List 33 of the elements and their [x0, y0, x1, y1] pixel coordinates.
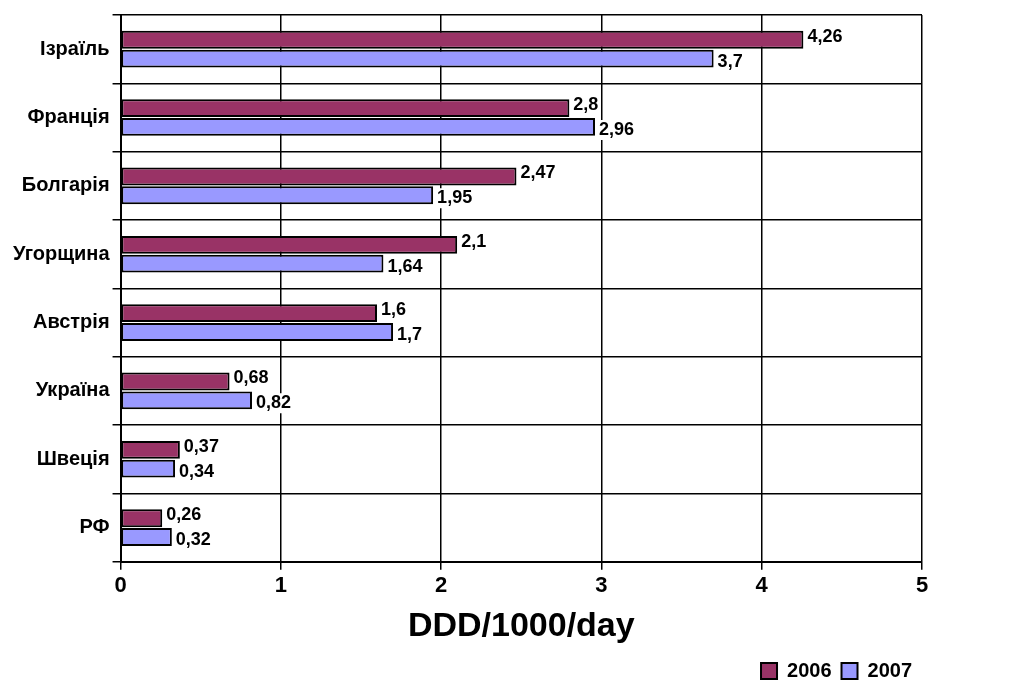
- y-tick-label: Болгарія: [21, 173, 110, 196]
- data-label: 1,95: [437, 187, 473, 208]
- x-tick-label: 3: [595, 572, 608, 598]
- data-label: 1,6: [381, 299, 407, 320]
- y-tick-label: РФ: [79, 515, 110, 538]
- data-label: 3,7: [717, 50, 743, 71]
- data-label: 0,34: [179, 460, 215, 481]
- x-tick-label: 5: [915, 572, 929, 598]
- y-tick-label: Австрія: [32, 310, 110, 333]
- data-label: 1,7: [397, 323, 423, 344]
- data-label: 4,26: [807, 25, 843, 46]
- legend-label: 2007: [867, 658, 913, 681]
- y-tick-label: Україна: [35, 378, 111, 401]
- y-tick-label: Швеція: [36, 446, 110, 469]
- data-label: 0,37: [183, 435, 219, 456]
- y-tick-label: Франція: [27, 105, 110, 128]
- data-label: 0,68: [233, 367, 269, 388]
- data-label: 0,32: [175, 528, 211, 549]
- data-label: 1,64: [387, 255, 423, 276]
- x-tick-label: 1: [274, 572, 287, 598]
- data-label: 2,96: [599, 118, 635, 139]
- x-axis-title: DDD/1000/day: [407, 604, 635, 643]
- x-tick-label: 0: [114, 572, 127, 598]
- y-tick-label: Ізраїль: [40, 36, 110, 59]
- data-label: 2,1: [461, 230, 487, 251]
- x-tick-label: 4: [755, 572, 769, 598]
- data-label: 2,47: [520, 162, 556, 183]
- x-tick-label: 2: [435, 572, 448, 598]
- data-label: 2,8: [573, 94, 599, 115]
- data-label: 0,26: [166, 504, 202, 525]
- y-tick-label: Угорщина: [12, 241, 111, 264]
- data-label: 0,82: [255, 392, 292, 413]
- legend-label: 2006: [787, 658, 832, 681]
